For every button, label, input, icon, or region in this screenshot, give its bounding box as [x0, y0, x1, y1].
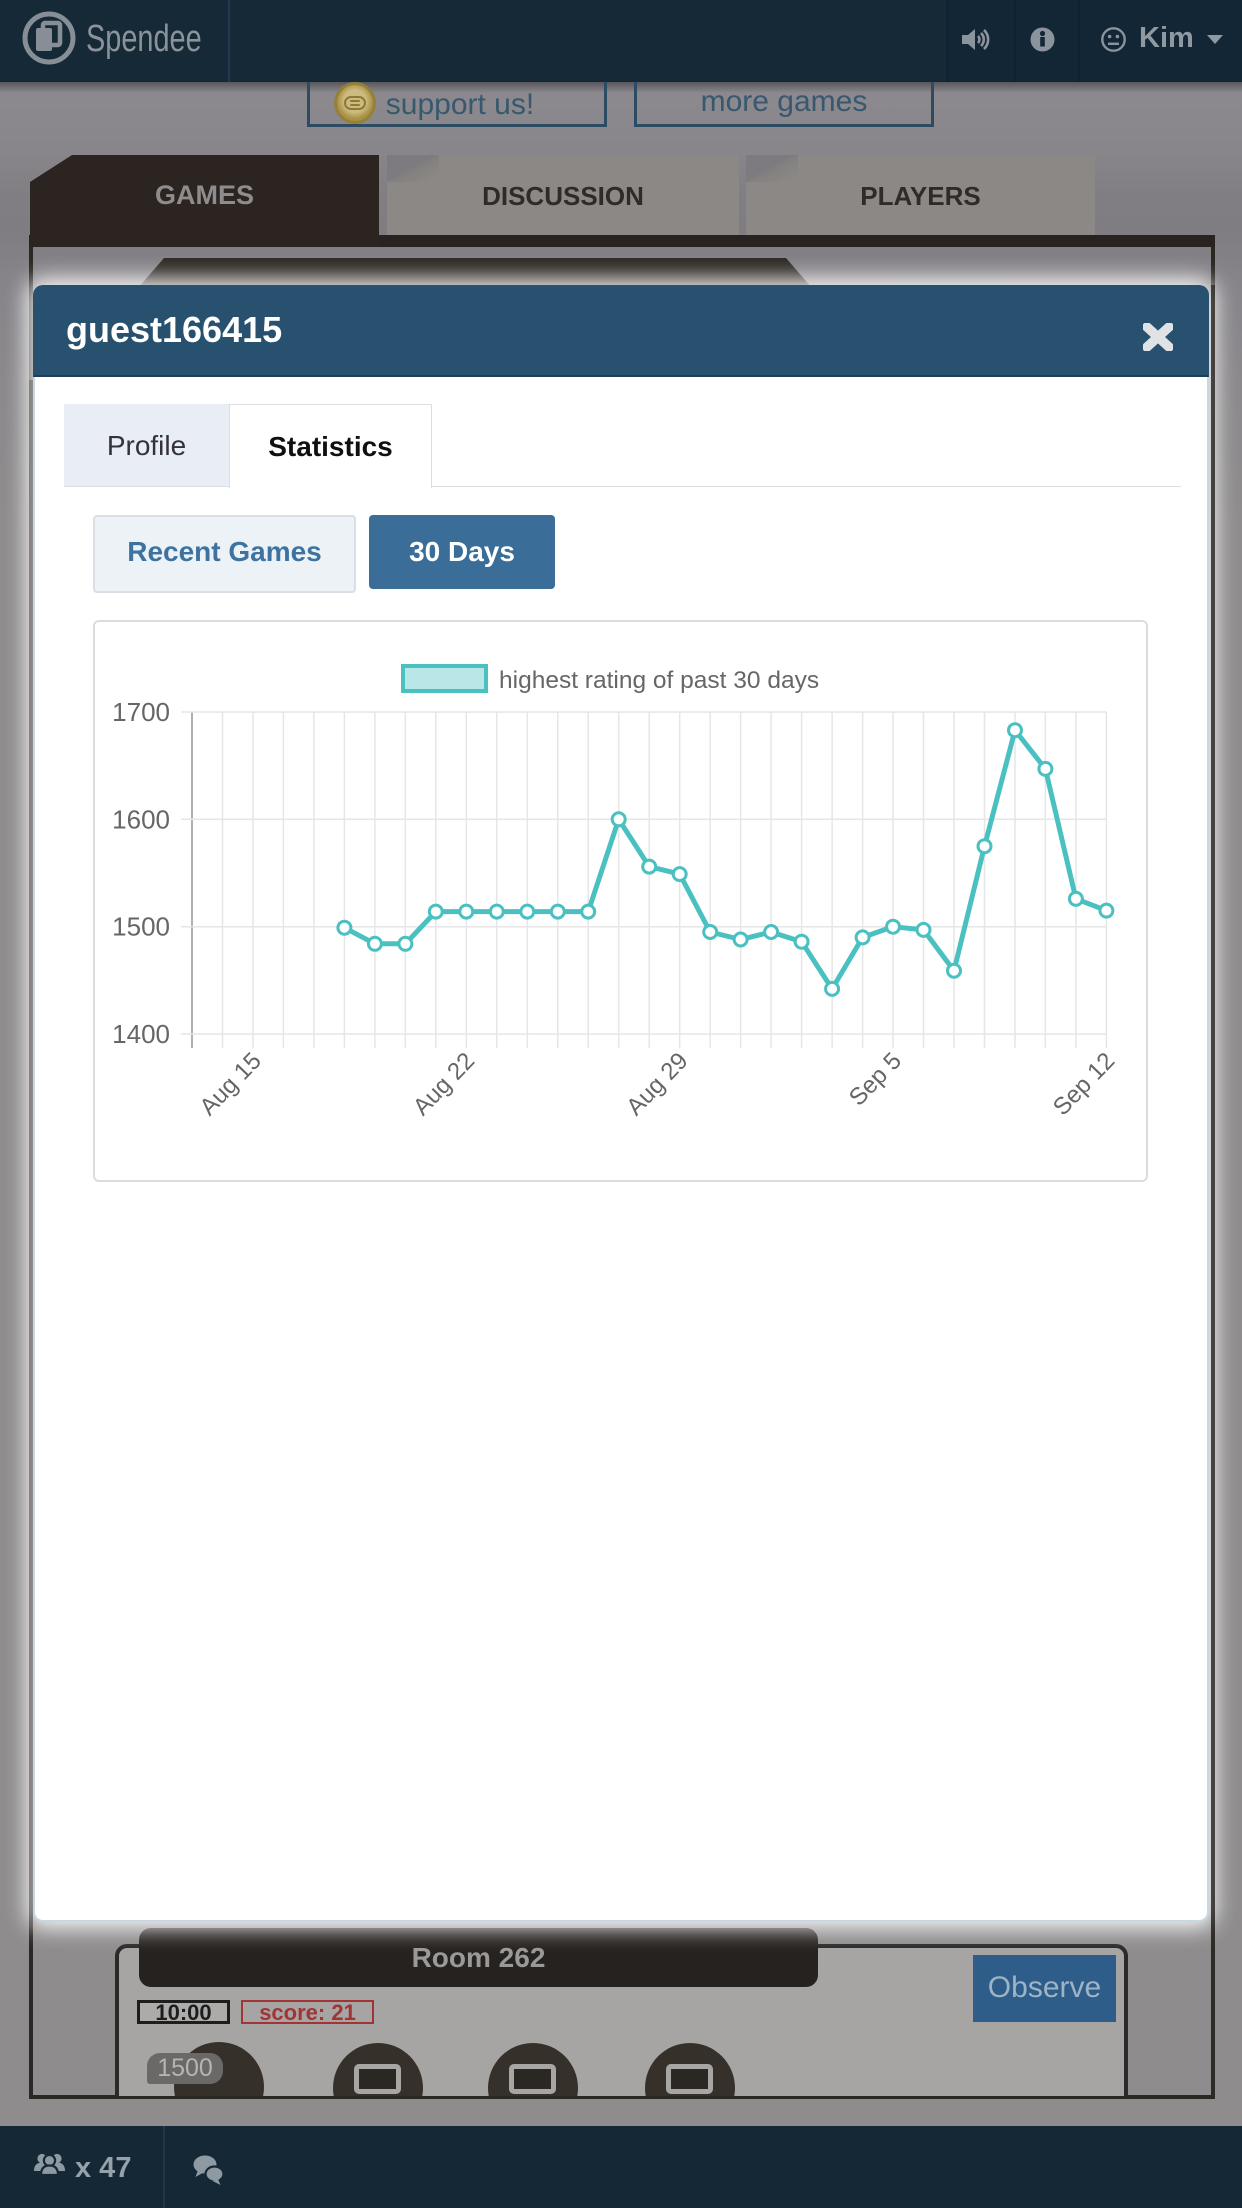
- svg-text:highest rating of past 30 days: highest rating of past 30 days: [499, 667, 819, 694]
- svg-text:Aug 22: Aug 22: [408, 1047, 480, 1120]
- svg-text:Sep 5: Sep 5: [844, 1047, 907, 1111]
- svg-text:1400: 1400: [112, 1019, 170, 1049]
- svg-text:Sep 12: Sep 12: [1048, 1047, 1120, 1120]
- svg-text:Aug 15: Aug 15: [195, 1047, 267, 1120]
- svg-text:1700: 1700: [112, 697, 170, 727]
- svg-text:Aug 29: Aug 29: [621, 1047, 693, 1120]
- svg-text:1600: 1600: [112, 804, 170, 834]
- svg-text:1500: 1500: [112, 912, 170, 942]
